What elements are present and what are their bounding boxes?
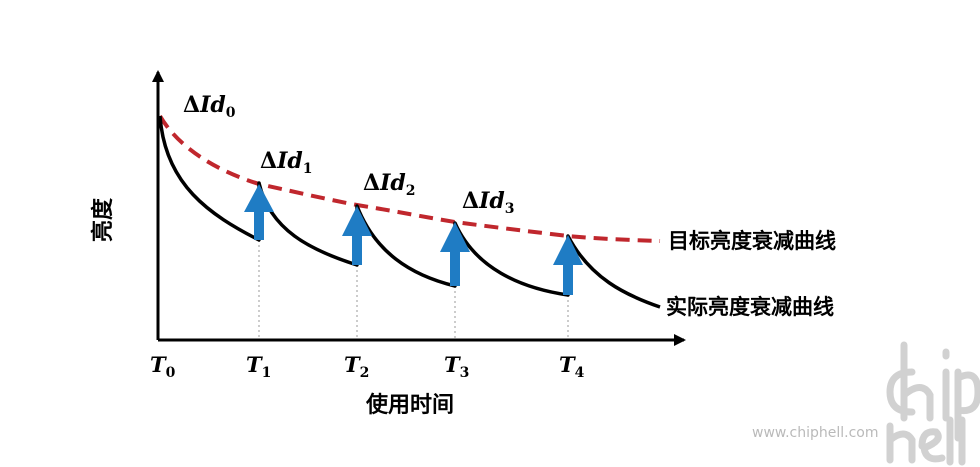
watermark: www.chiphell.com [752,341,980,466]
arrow-t1 [244,184,274,240]
annotation-delta-id2: ΔId2 [363,170,416,199]
tick-t4: T4 [559,352,585,381]
tick-t1: T1 [246,352,271,381]
annotation-delta-id1: ΔId1 [260,148,313,177]
actual-curve-label: 实际亮度衰减曲线 [666,295,834,319]
compensation-arrows [244,184,583,295]
tick-t0: T0 [150,352,176,381]
watermark-logo [886,341,980,466]
arrow-t3 [440,222,470,286]
time-guides [258,240,569,340]
actual-decay-curve [158,115,661,309]
target-decay-curve [158,114,661,243]
annotation-delta-id0: ΔId0 [183,92,236,121]
annotation-delta-id3: ΔId3 [462,188,515,217]
target-curve-label: 目标亮度衰减曲线 [668,229,836,253]
x-axis-label: 使用时间 [365,393,454,418]
watermark-site: www.chiphell.com [752,425,878,441]
y-axis-label: 亮度 [90,197,116,242]
tick-t2: T2 [344,352,369,381]
tick-t3: T3 [444,352,469,381]
arrow-t2 [342,206,372,265]
arrow-t4 [553,235,583,295]
